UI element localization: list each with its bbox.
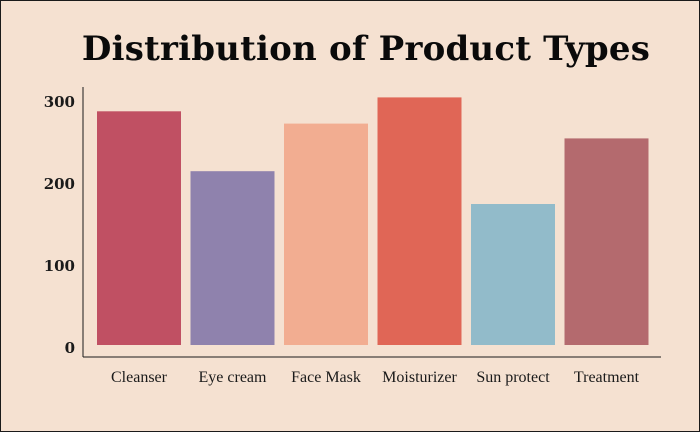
y-tick-label: 200: [44, 175, 75, 193]
y-tick-label: 300: [44, 93, 75, 111]
y-tick-label: 100: [44, 257, 75, 275]
x-tick-label: Cleanser: [111, 369, 168, 386]
bar-face-mask: [284, 123, 368, 345]
x-tick-labels: Cleanser Eye cream Face Mask Moisturizer Sun…: [111, 369, 640, 386]
bar-moisturizer: [377, 97, 462, 346]
bar-eye-cream: [190, 171, 275, 345]
y-tick-labels: 0 100 200 300: [44, 93, 75, 357]
chart-axes: [82, 87, 661, 358]
x-tick-label: Sun protect: [476, 369, 550, 386]
chart-title: Distribution of Product Types: [81, 29, 651, 69]
x-tick-label: Treatment: [574, 369, 640, 386]
x-tick-label: Eye cream: [199, 369, 268, 386]
x-tick-label: Moisturizer: [382, 369, 457, 386]
bar-cleanser: [97, 111, 181, 345]
bar-treatment: [564, 138, 649, 345]
y-tick-label: 0: [65, 339, 75, 357]
x-tick-label: Face Mask: [291, 369, 361, 386]
bar-group: [97, 97, 649, 346]
bar-sun-protect: [471, 204, 555, 345]
